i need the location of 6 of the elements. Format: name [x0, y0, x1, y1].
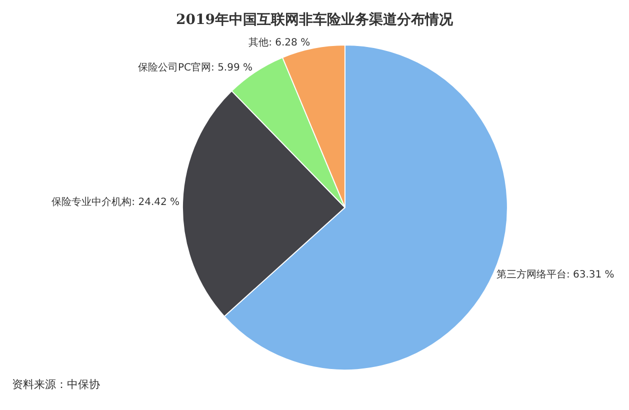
slice-label: 保险专业中介机构: 24.42 %: [52, 196, 180, 208]
slice-label: 其他: 6.28 %: [248, 36, 310, 48]
slice-label: 第三方网络平台: 63.31 %: [496, 268, 614, 280]
slice-label: 保险公司PC官网: 5.99 %: [138, 62, 253, 74]
chart-title: 2019年中国互联网非车险业务渠道分布情况: [176, 11, 454, 28]
text: 资料来源：中保协: [12, 378, 100, 391]
